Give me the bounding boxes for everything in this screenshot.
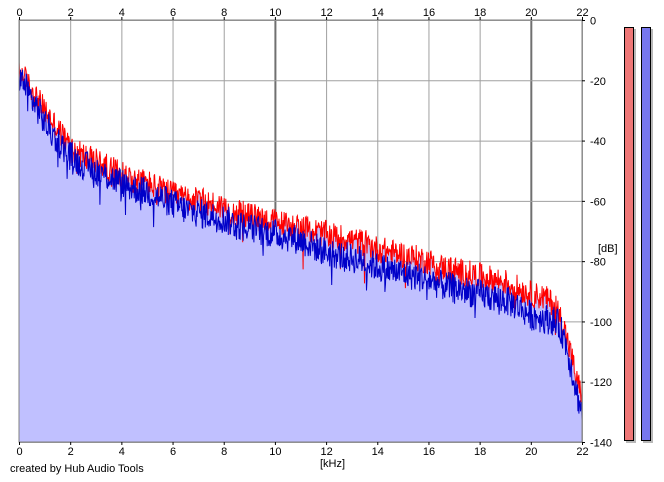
series-left-line <box>18 62 583 403</box>
level-meter-right <box>641 27 651 441</box>
x-tick-label-bottom: 2 <box>68 446 74 458</box>
x-tick-label-bottom: 6 <box>170 446 176 458</box>
x-tick-label-bottom: 4 <box>119 446 125 458</box>
series-right-line <box>18 69 583 421</box>
x-tick-label-bottom: 20 <box>525 446 537 458</box>
y-tick-label: -100 <box>590 317 612 329</box>
plot-frame <box>18 19 583 443</box>
x-tick-label-bottom: 14 <box>372 446 384 458</box>
x-tick-label-top: 2 <box>68 7 74 19</box>
x-tick-label-top: 0 <box>16 7 22 19</box>
x-tick-label-top: 4 <box>119 7 125 19</box>
x-tick-label-top: 16 <box>423 7 435 19</box>
x-tick-label-top: 14 <box>372 7 384 19</box>
x-tick-label-bottom: 12 <box>320 446 332 458</box>
y-tick-label: -20 <box>590 76 606 88</box>
x-tick-label-bottom: 10 <box>269 446 281 458</box>
y-tick-label: -140 <box>590 438 612 450</box>
x-tick-label-bottom: 22 <box>576 446 588 458</box>
x-tick-label-top: 6 <box>170 7 176 19</box>
y-tick-label: 0 <box>590 16 596 28</box>
x-tick-label-top: 8 <box>221 7 227 19</box>
x-tick-label-bottom: 16 <box>423 446 435 458</box>
x-tick-label-top: 22 <box>576 7 588 19</box>
credit-text: created by Hub Audio Tools <box>10 463 144 475</box>
level-meter-left <box>624 27 634 441</box>
x-tick-label-top: 18 <box>474 7 486 19</box>
y-tick-label: -80 <box>590 257 606 269</box>
x-tick-label-top: 20 <box>525 7 537 19</box>
x-tick-label-bottom: 8 <box>221 446 227 458</box>
y-axis-label: [dB] <box>598 243 618 255</box>
x-tick-label-bottom: 0 <box>16 446 22 458</box>
x-axis-label: [kHz] <box>320 458 345 470</box>
y-tick-label: -40 <box>590 136 606 148</box>
y-tick-label: -120 <box>590 377 612 389</box>
y-tick-label: -60 <box>590 196 606 208</box>
axis-ticks: 002244668810101212141416161818202022220-… <box>16 7 612 458</box>
x-tick-label-top: 10 <box>269 7 281 19</box>
spectrum-fill-area <box>19 62 582 442</box>
x-tick-label-bottom: 18 <box>474 446 486 458</box>
x-tick-label-top: 12 <box>320 7 332 19</box>
